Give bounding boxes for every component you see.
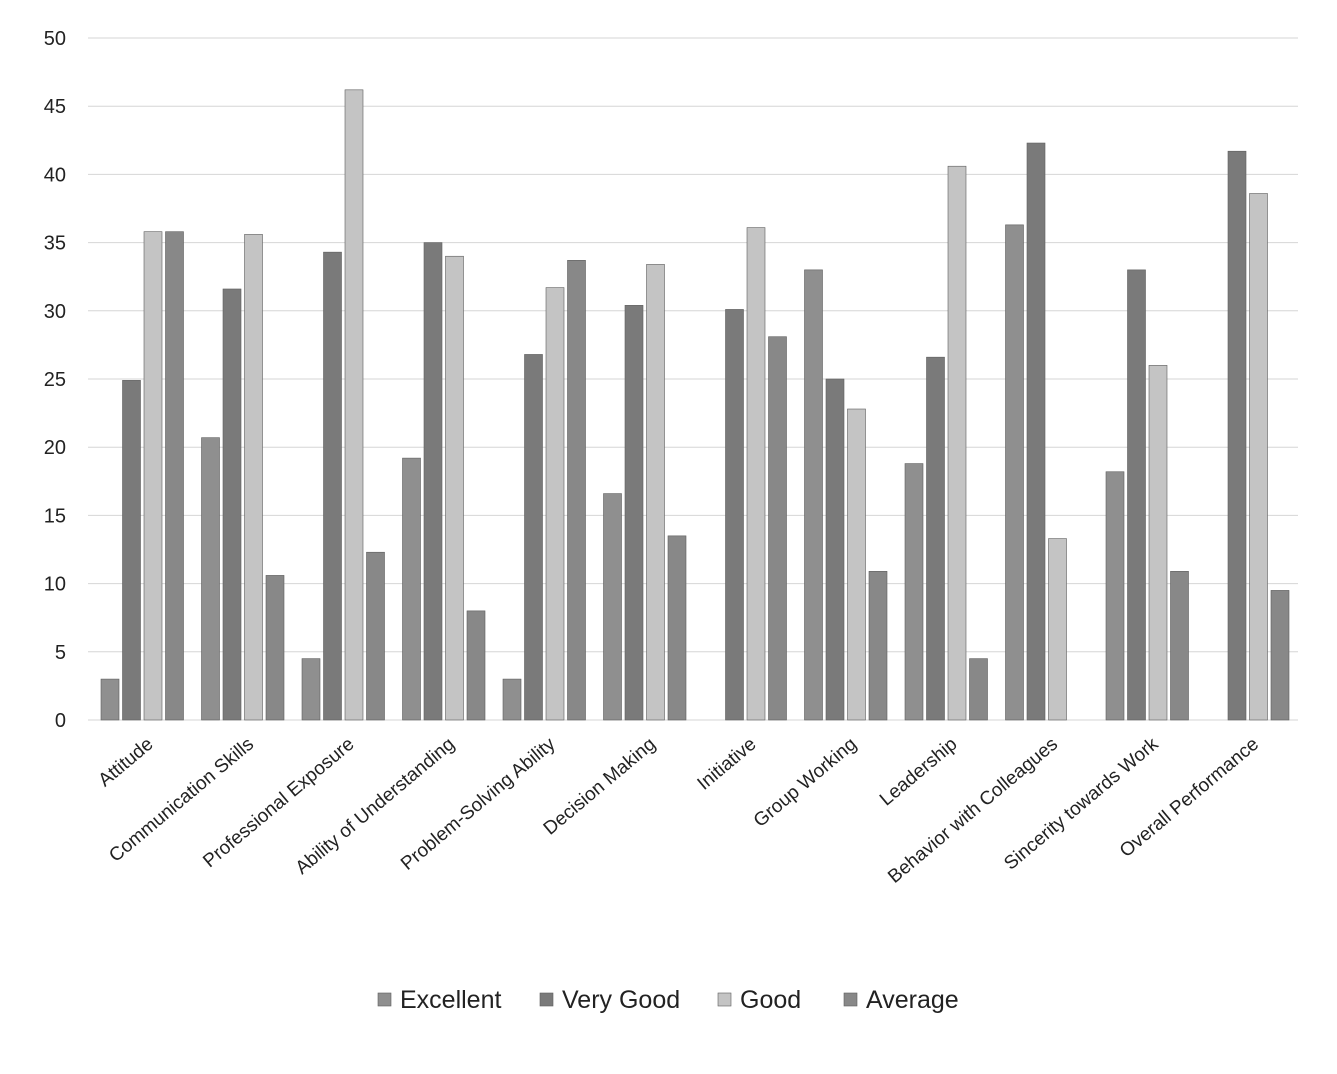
bar-average	[868, 571, 888, 721]
bar-average	[567, 260, 586, 721]
y-tick-label: 5	[55, 642, 66, 664]
bar-excellent	[201, 437, 220, 721]
bar-good	[445, 255, 464, 721]
bar-excellent	[1105, 471, 1125, 721]
bar-very-good	[423, 242, 443, 721]
legend-swatch	[717, 992, 732, 1007]
bar-very-good	[1127, 269, 1146, 721]
bar-excellent	[502, 678, 522, 721]
bar-excellent	[301, 658, 321, 721]
bar-average	[667, 535, 687, 721]
y-tick-label: 25	[44, 369, 66, 391]
y-tick-label: 20	[44, 437, 66, 459]
bar-excellent	[100, 678, 120, 721]
bar-very-good	[825, 378, 845, 721]
bar-good	[344, 89, 364, 721]
y-tick-label: 0	[55, 710, 66, 732]
legend-label: Average	[866, 986, 959, 1014]
bar-excellent	[804, 269, 823, 721]
bar-very-good	[926, 356, 945, 721]
bar-average	[366, 551, 385, 721]
y-tick-label: 45	[44, 96, 66, 118]
bar-very-good	[1227, 150, 1247, 721]
y-axis-ticks: 0 5 10 15 20 25 30 35 40 45 50	[44, 28, 66, 732]
bar-good	[847, 408, 866, 721]
y-tick-label: 50	[44, 28, 66, 50]
legend-swatch	[539, 992, 554, 1007]
bar-excellent	[904, 463, 924, 721]
y-tick-label: 15	[44, 505, 66, 527]
bar-average	[466, 610, 486, 721]
y-tick-label: 30	[44, 301, 66, 323]
bar-excellent	[402, 457, 421, 721]
bar-good	[947, 165, 967, 721]
bar-average	[969, 658, 988, 721]
bar-good	[545, 287, 565, 721]
y-tick-label: 10	[44, 574, 66, 596]
bar-good	[1148, 365, 1168, 721]
bar-very-good	[1026, 142, 1046, 721]
legend: Excellent Very Good Good Average	[377, 986, 959, 1014]
bar-good	[244, 234, 263, 721]
y-tick-label: 40	[44, 164, 66, 186]
legend-label: Excellent	[400, 986, 501, 1014]
bar-average	[165, 231, 184, 721]
legend-swatch	[377, 992, 392, 1007]
bar-excellent	[1005, 224, 1024, 721]
bar-good	[1048, 538, 1067, 721]
bar-good	[1249, 193, 1268, 721]
bar-good	[646, 264, 665, 721]
bar-good	[746, 227, 766, 721]
bar-very-good	[323, 251, 342, 721]
bar-very-good	[222, 288, 242, 721]
bar-average	[1170, 571, 1189, 721]
legend-label: Very Good	[562, 986, 680, 1014]
y-tick-label: 35	[44, 233, 66, 255]
bar-very-good	[524, 354, 543, 721]
bar-average	[768, 336, 787, 721]
bar-very-good	[624, 305, 644, 721]
gridlines	[88, 37, 1298, 721]
legend-label: Good	[740, 986, 801, 1014]
bar-average	[265, 575, 285, 721]
bar-average	[1270, 590, 1290, 721]
bars	[100, 89, 1290, 721]
bar-excellent	[603, 493, 622, 721]
bar-very-good	[122, 380, 141, 721]
bar-very-good	[725, 309, 744, 721]
bar-good	[143, 231, 163, 721]
legend-swatch	[843, 992, 858, 1007]
